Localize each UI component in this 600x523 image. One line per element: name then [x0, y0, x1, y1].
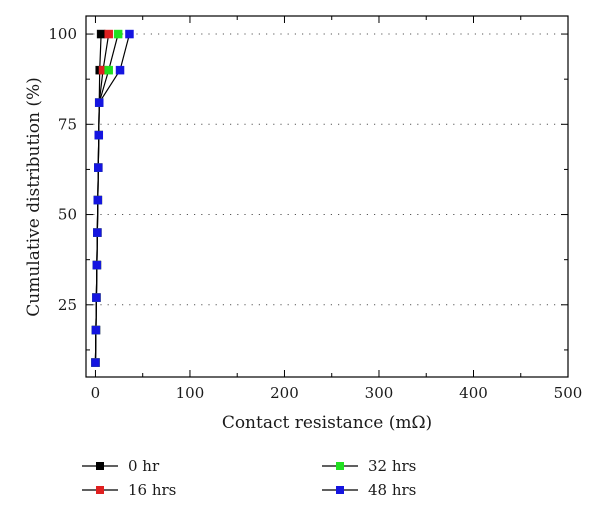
data-point: [94, 98, 104, 107]
data-point: [92, 260, 102, 270]
x-axis-title: Contact resistance (mΩ): [222, 413, 432, 433]
legend: 0 hr 16 hrs 32 hrs 48 hrs: [82, 457, 416, 499]
legend-marker: [96, 462, 104, 470]
y-axis-title: Cumulative distribution (%): [24, 77, 44, 316]
y-tick-label: 75: [58, 115, 77, 133]
x-tick-label: 300: [365, 384, 394, 402]
data-point: [92, 293, 101, 302]
tick-labels: 0 100 200 300 400 500 25 50 75 100: [48, 25, 582, 402]
data-point: [125, 29, 134, 39]
y-tick-label: 25: [58, 296, 77, 314]
legend-marker: [96, 486, 104, 494]
legend-marker: [336, 462, 344, 470]
x-tick-label: 200: [270, 384, 299, 402]
x-tick-label: 400: [459, 384, 488, 402]
data-point: [94, 163, 103, 172]
data-point: [91, 325, 101, 335]
legend-label: 0 hr: [128, 457, 160, 475]
data-point: [94, 130, 104, 140]
series-points: [91, 29, 134, 367]
x-tick-label: 500: [554, 384, 583, 402]
data-point: [104, 29, 113, 39]
axis-ticks: [86, 16, 569, 377]
data-point: [115, 65, 125, 75]
data-point: [96, 29, 106, 39]
y-tick-label: 50: [58, 206, 77, 224]
legend-marker: [336, 486, 344, 494]
data-point: [104, 65, 113, 75]
data-point: [91, 358, 100, 367]
data-point: [93, 228, 102, 237]
x-tick-label: 0: [91, 384, 101, 402]
x-tick-label: 100: [176, 384, 205, 402]
plot-frame: [85, 15, 569, 378]
y-tick-label: 100: [48, 25, 77, 43]
data-point: [93, 195, 103, 205]
data-point: [113, 29, 123, 39]
legend-label: 16 hrs: [128, 481, 176, 499]
grid: [86, 33, 568, 306]
legend-label: 48 hrs: [368, 481, 416, 499]
legend-label: 32 hrs: [368, 457, 416, 475]
